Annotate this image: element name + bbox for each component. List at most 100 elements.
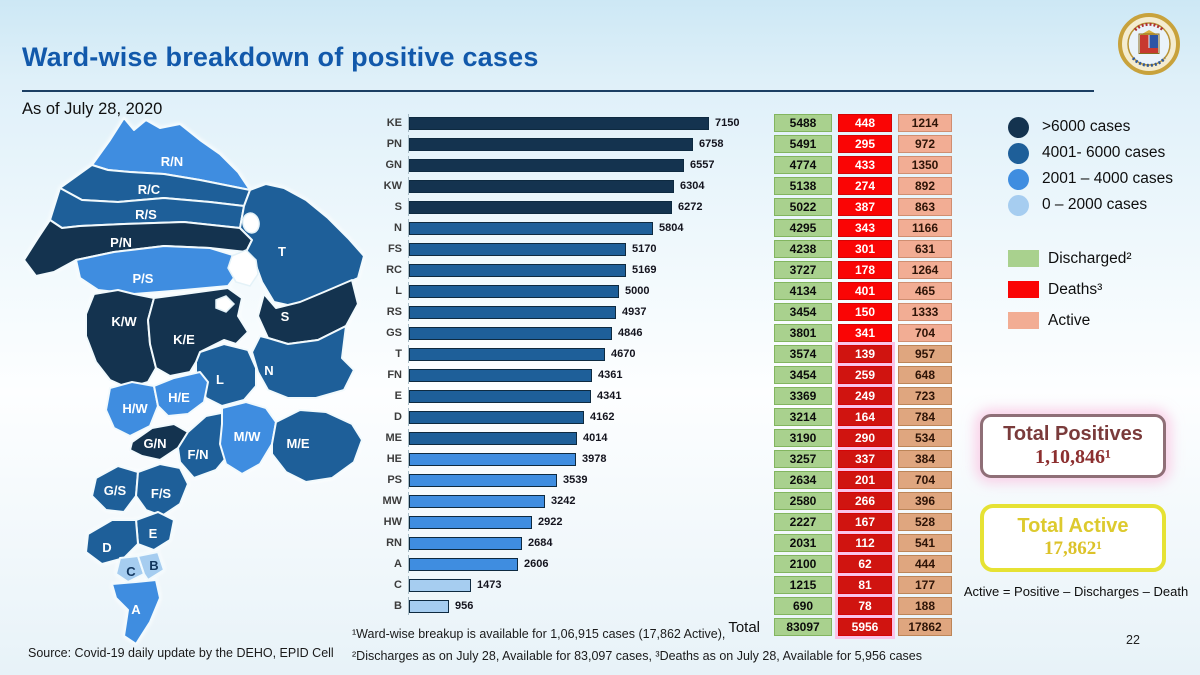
active-cell: 957: [898, 345, 952, 363]
chart-row-KW: KW 6304 5138 274 892: [368, 177, 952, 195]
positive-value: 4162: [590, 411, 615, 423]
active-cell: 648: [898, 366, 952, 384]
ward-label: GS: [386, 327, 402, 339]
bar-track: 6272: [408, 198, 768, 216]
map-ward-K/W: [85, 289, 157, 389]
map-ward-A: [111, 579, 161, 645]
discharged-cell: 690: [774, 597, 832, 615]
positive-value: 956: [455, 600, 474, 612]
discharged-cell: 2031: [774, 534, 832, 552]
ward-label: N: [394, 222, 402, 234]
active-formula: Active = Positive – Discharges – Death: [963, 584, 1189, 599]
status-legend: Discharged² Deaths³ Active: [1008, 243, 1132, 336]
bar-track: 4846: [408, 324, 768, 342]
chart-row-N: N 5804 4295 343 1166: [368, 219, 952, 237]
map-ward-label: R/N: [161, 154, 183, 169]
map-ward-H/E: [153, 371, 209, 417]
active-cell: 177: [898, 576, 952, 594]
status-legend-item: Deaths³: [1008, 274, 1132, 305]
ward-label: PS: [387, 474, 402, 486]
bar-track: 2684: [408, 534, 768, 552]
discharged-cell: 4295: [774, 219, 832, 237]
discharged-cell: 1215: [774, 576, 832, 594]
chart-row-RN: RN 2684 2031 112 541: [368, 534, 952, 552]
map-ward-M/E: [271, 409, 363, 483]
ward-label: L: [395, 285, 402, 297]
map-ward-label: H/W: [122, 401, 148, 416]
map-ward-label: F/S: [151, 486, 172, 501]
bar-track: 956: [408, 597, 768, 615]
ward-label: KW: [383, 180, 402, 192]
active-cell: 528: [898, 513, 952, 531]
deaths-cell: 290: [838, 429, 892, 447]
map-ward-label: M/W: [234, 429, 261, 444]
positive-bar: [409, 599, 449, 613]
map-ward-label: H/E: [168, 390, 190, 405]
positive-value: 2922: [538, 516, 563, 528]
bar-track: 2922: [408, 513, 768, 531]
chart-row-RS: RS 4937 3454 150 1333: [368, 303, 952, 321]
deaths-cell: 81: [838, 576, 892, 594]
total-active-value: 17,862¹: [1044, 538, 1102, 559]
chart-row-A: A 2606 2100 62 444: [368, 555, 952, 573]
positive-value: 5170: [632, 243, 657, 255]
positive-bar: [409, 263, 626, 277]
total-active-cell: 17862: [898, 618, 952, 636]
discharged-cell: 3454: [774, 366, 832, 384]
chart-row-GN: GN 6557 4774 433 1350: [368, 156, 952, 174]
map-non-bmc-areas: [215, 212, 260, 313]
positive-value: 3242: [551, 495, 576, 507]
active-cell: 1350: [898, 156, 952, 174]
chart-row-HE: HE 3978 3257 337 384: [368, 450, 952, 468]
chart-row-HW: HW 2922 2227 167 528: [368, 513, 952, 531]
band-color-dot-icon: [1008, 194, 1029, 216]
chart-row-L: L 5000 4134 401 465: [368, 282, 952, 300]
title-underline: [22, 90, 1094, 92]
status-legend-label: Active: [1048, 311, 1091, 329]
total-label: Total: [728, 618, 760, 636]
bar-track: 2606: [408, 555, 768, 573]
bar-track: 4361: [408, 366, 768, 384]
map-ward-label: B: [149, 558, 158, 573]
positive-value: 4341: [597, 390, 622, 402]
discharged-cell: 3214: [774, 408, 832, 426]
bmc-logo-icon: [1118, 13, 1180, 75]
discharged-cell: 4774: [774, 156, 832, 174]
ward-label: HE: [386, 453, 402, 465]
positive-bar: [409, 200, 672, 214]
ward-label: FS: [387, 243, 402, 255]
bar-track: 3539: [408, 471, 768, 489]
positive-value: 4670: [611, 348, 636, 360]
positive-bar: [409, 494, 545, 508]
map-ward-label: G/S: [104, 483, 127, 498]
map-ward-label: K/W: [111, 314, 137, 329]
discharged-cell: 4238: [774, 240, 832, 258]
case-band-legend: >6000 cases 4001- 6000 cases 2001 – 4000 c…: [1008, 114, 1173, 218]
as-of-date: As of July 28, 2020: [22, 100, 163, 118]
active-cell: 465: [898, 282, 952, 300]
deaths-cell: 139: [838, 345, 892, 363]
discharged-cell: 5491: [774, 135, 832, 153]
chart-row-E: E 4341 3369 249 723: [368, 387, 952, 405]
map-ward-label: D: [102, 540, 111, 555]
chart-row-KE: KE 7150 5488 448 1214: [368, 114, 952, 132]
band-legend-label: >6000 cases: [1042, 118, 1131, 135]
positive-value: 1473: [477, 579, 502, 591]
discharged-cell: 2227: [774, 513, 832, 531]
deaths-cell: 167: [838, 513, 892, 531]
chart-row-RC: RC 5169 3727 178 1264: [368, 261, 952, 279]
bar-track: 4670: [408, 345, 768, 363]
discharged-cell: 3190: [774, 429, 832, 447]
positive-bar: [409, 242, 626, 256]
map-ward-label: L: [216, 372, 224, 387]
positive-bar: [409, 284, 619, 298]
deaths-cell: 343: [838, 219, 892, 237]
active-cell: 863: [898, 198, 952, 216]
map-ward-C: [115, 555, 145, 583]
positive-value: 3978: [582, 453, 607, 465]
status-legend-label: Deaths³: [1048, 280, 1103, 298]
band-legend-label: 4001- 6000 cases: [1042, 144, 1166, 161]
active-cell: 396: [898, 492, 952, 510]
band-legend-label: 2001 – 4000 cases: [1042, 170, 1173, 187]
